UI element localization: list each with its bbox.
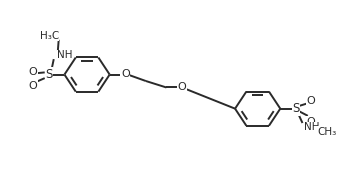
Text: NH: NH (304, 122, 320, 132)
Text: O: O (29, 81, 38, 91)
Text: S: S (45, 68, 53, 81)
Text: O: O (178, 82, 186, 92)
Text: NH: NH (57, 50, 72, 60)
Text: H₃C: H₃C (40, 31, 59, 41)
Text: O: O (306, 96, 315, 106)
Text: CH₃: CH₃ (317, 127, 336, 137)
Text: S: S (292, 102, 300, 115)
Text: O: O (29, 67, 38, 77)
Text: O: O (121, 69, 130, 79)
Text: O: O (306, 117, 315, 127)
